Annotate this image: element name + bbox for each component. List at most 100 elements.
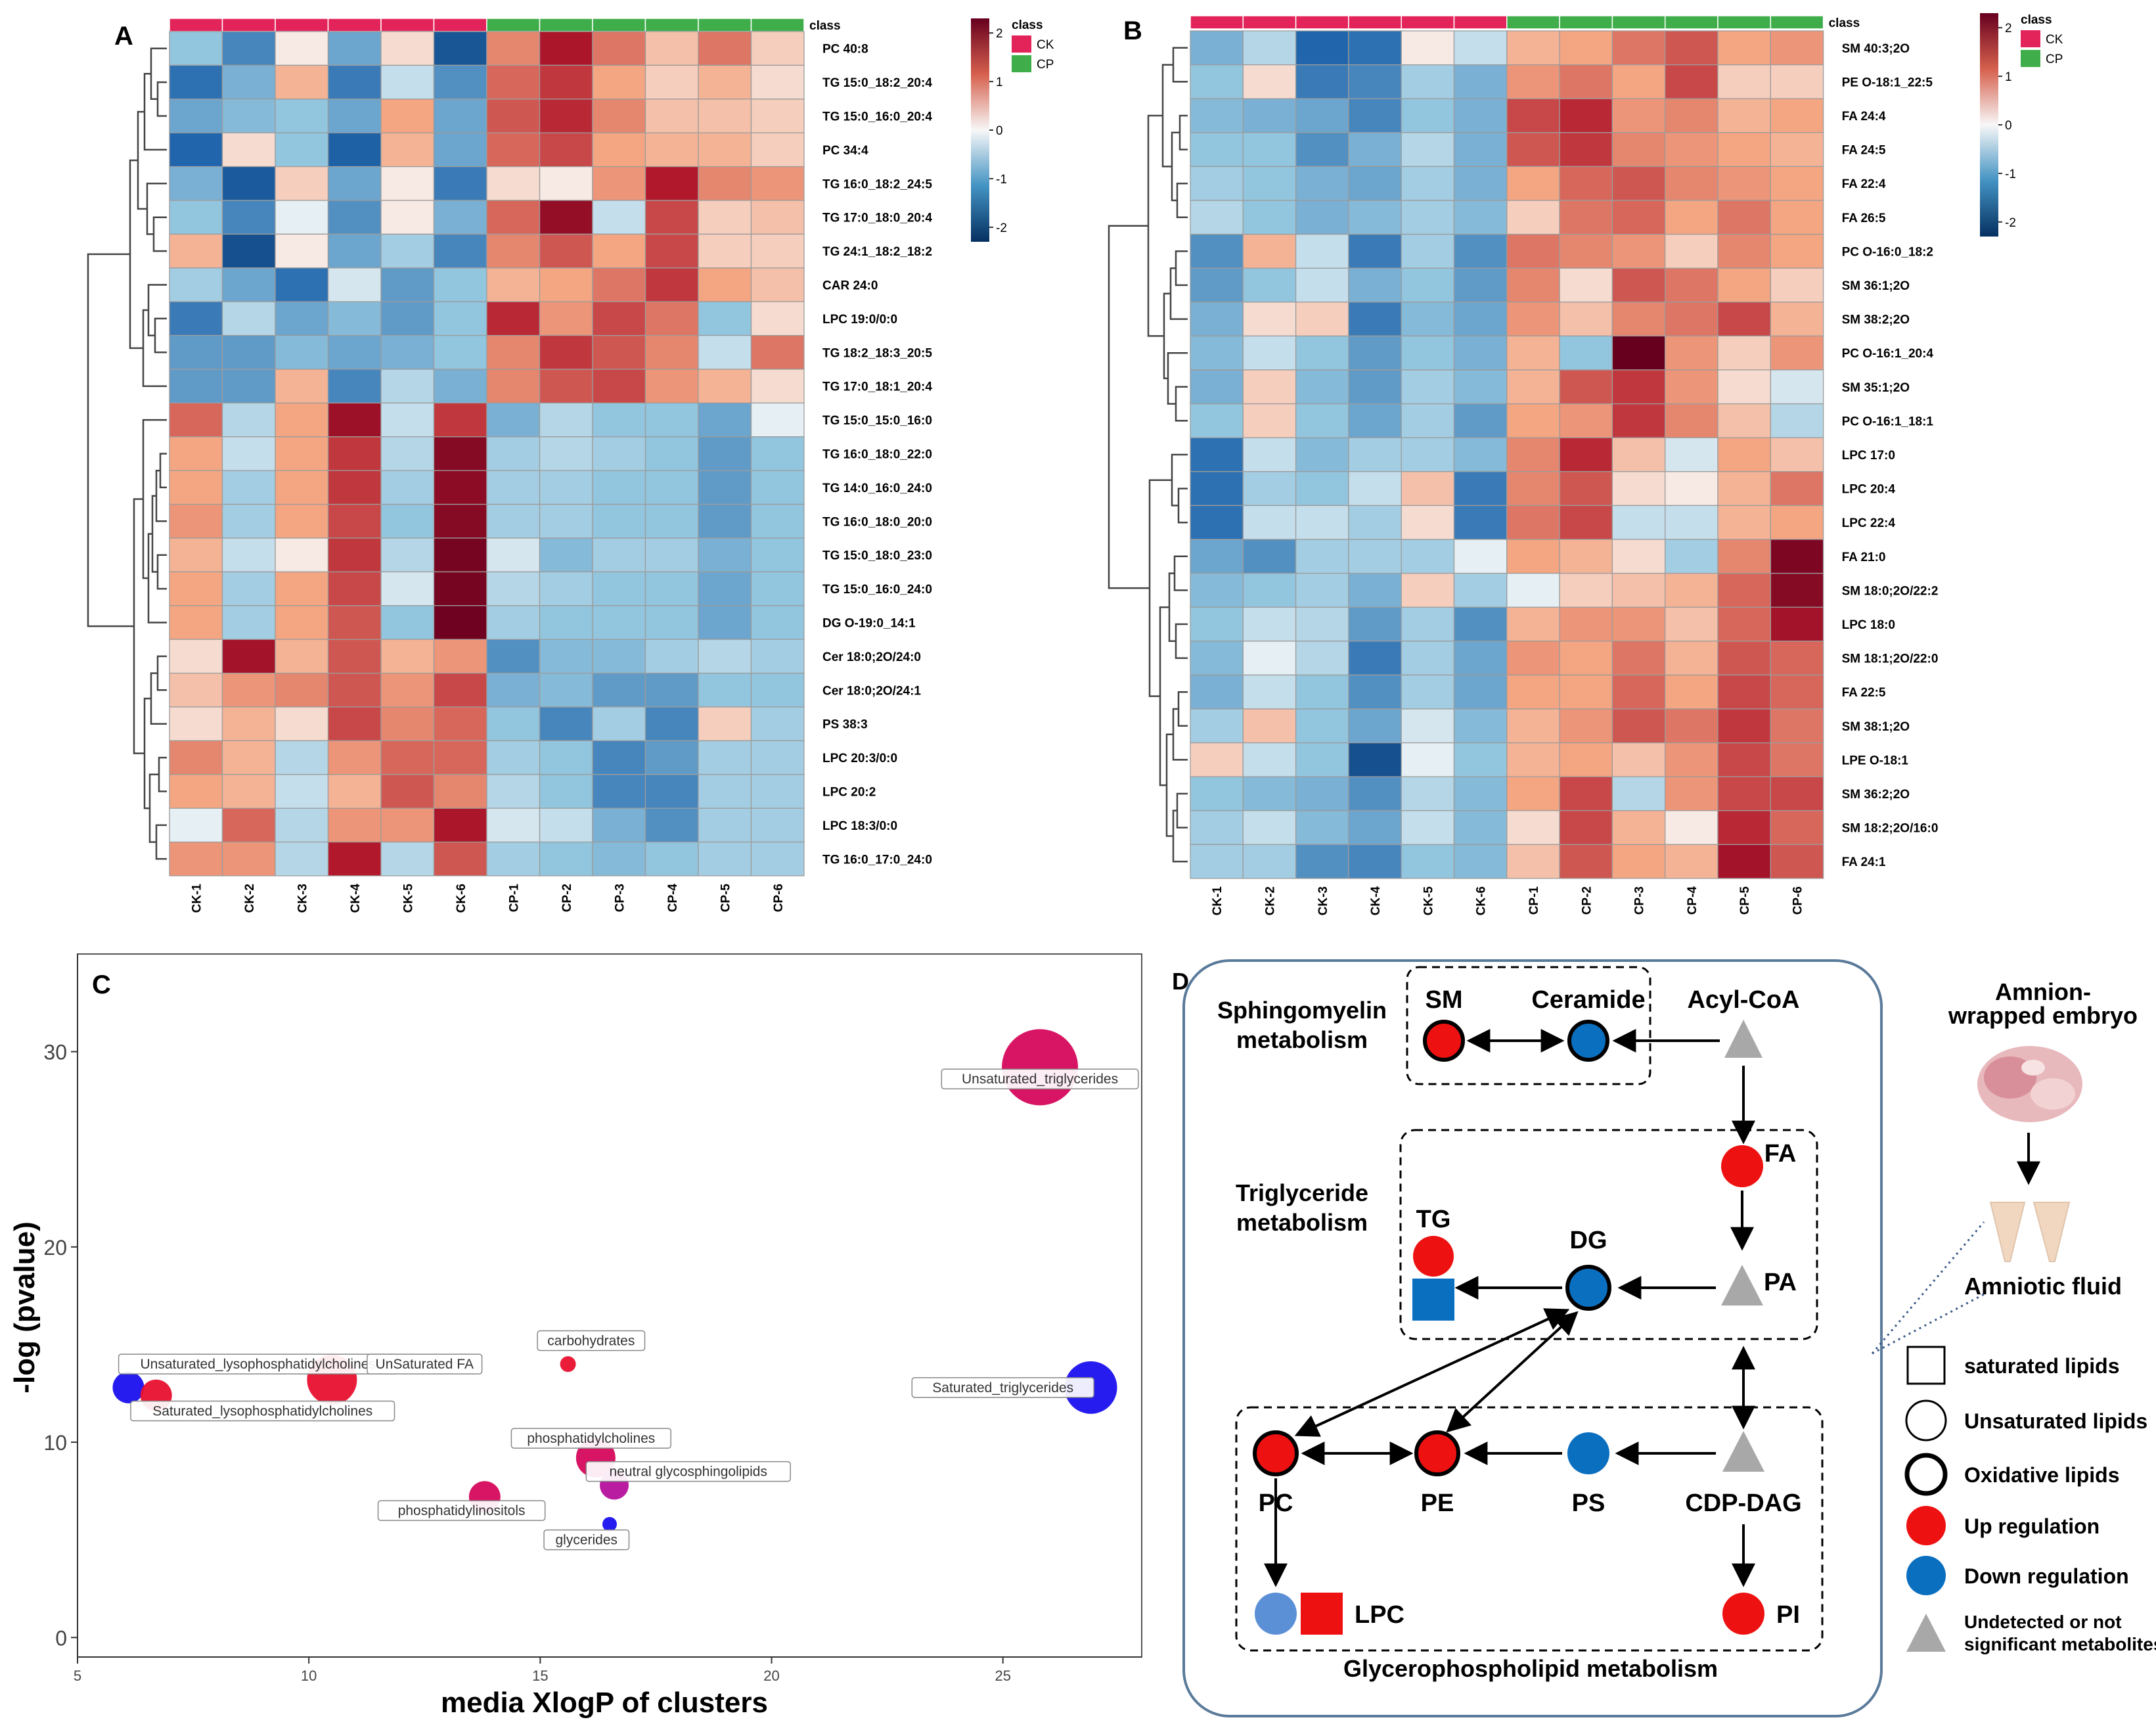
heatmap-cell (380, 740, 435, 775)
legend-swatch-ck (1012, 35, 1031, 53)
heatmap-cell (750, 166, 805, 201)
heatmap-cell (1717, 335, 1771, 371)
heatmap-cell (380, 503, 435, 539)
heatmap-cell (698, 233, 752, 269)
scale-tick-label: 0 (2005, 119, 2012, 133)
row-label: LPC 20:2 (822, 786, 876, 800)
heatmap-cell (644, 740, 699, 775)
heatmap-cell (1770, 776, 1824, 811)
heatmap-cell (1559, 30, 1613, 66)
class-cell (1611, 15, 1666, 30)
heatmap-cell (486, 132, 541, 168)
row-label: PS 38:3 (822, 718, 868, 732)
heatmap-cell (698, 31, 752, 66)
heatmap-cell (221, 537, 276, 573)
heatmap-cell (1453, 606, 1508, 642)
heatmap-cell (698, 672, 752, 708)
heatmap-cell (169, 571, 223, 606)
heatmap-cell (486, 436, 541, 471)
heatmap-cell (169, 503, 223, 539)
heatmap-cell (1453, 166, 1508, 201)
heatmap-cell (327, 470, 382, 505)
heatmap-cell (1242, 267, 1297, 303)
heatmap-cell (275, 571, 329, 606)
heatmap-cell (275, 774, 329, 809)
heatmap-cell (539, 605, 593, 640)
heatmap-cell (644, 200, 699, 235)
heatmap-cell (1717, 471, 1771, 507)
heatmap-cell (1401, 30, 1455, 66)
heatmap-cell (592, 99, 646, 133)
y-tick-label: 0 (55, 1626, 67, 1650)
dendrogram-branch (129, 159, 143, 350)
heatmap-cell (1559, 471, 1613, 507)
heatmap-cell (433, 672, 487, 708)
heatmap-cell (750, 774, 805, 809)
row-label: TG 16:0_18:0_20:0 (822, 515, 932, 529)
legend-label-undetected-1: Undetected or not (1964, 1612, 2122, 1632)
heatmap-cell (275, 706, 329, 742)
triglyceride-title-1: Triglyceride (1236, 1179, 1368, 1206)
heatmap-cell (1506, 708, 1560, 744)
heatmap-cell (275, 200, 329, 235)
row-label: SM 38:1;2O (1842, 720, 1910, 734)
node-pc (1253, 1430, 1299, 1476)
inset-connector-bottom (1872, 1293, 1985, 1355)
column-label: CK-5 (401, 884, 415, 913)
heatmap-cell (1770, 200, 1824, 235)
heatmap-cell (486, 369, 541, 404)
heatmap-cell (750, 334, 805, 370)
heatmap-cell (327, 301, 382, 336)
heatmap-cell (327, 402, 382, 438)
heatmap-cell (1665, 810, 1718, 846)
color-scale-ticks: 2 1 0 -1 -2 (1998, 22, 2016, 230)
heatmap-cell (275, 605, 329, 640)
heatmap-cell (433, 31, 487, 66)
heatmap-cell (1665, 471, 1718, 507)
heatmap-cell (644, 334, 699, 370)
column-label: CK-6 (1475, 886, 1489, 915)
heatmap-cell (1506, 302, 1560, 337)
row-label: PC O-16:1_18:1 (1842, 415, 1934, 428)
heatmap-cell (1506, 437, 1560, 472)
column-label: CK-5 (1422, 886, 1435, 916)
heatmap-cell (169, 132, 223, 168)
heatmap-cell (1242, 641, 1297, 676)
heatmap-cell (380, 301, 435, 336)
heatmap-cell (592, 740, 646, 775)
heatmap-cell (750, 706, 805, 742)
heatmap-cell (750, 31, 805, 66)
heatmap-cell (1665, 369, 1718, 405)
heatmap-cell (644, 402, 699, 438)
heatmap-cell (1348, 844, 1402, 879)
heatmap-cell (1242, 233, 1297, 269)
heatmap-cell (1190, 233, 1244, 269)
heatmap-cell (1348, 606, 1402, 642)
heatmap-cell (221, 841, 276, 876)
heatmap-cell (380, 200, 435, 235)
heatmap-cell (698, 99, 752, 133)
heatmap-cell (592, 571, 646, 606)
row-label: SM 36:2;2O (1842, 788, 1910, 802)
heatmap-cell (1665, 437, 1718, 472)
heatmap-cell (433, 369, 487, 404)
heatmap-cell (1295, 30, 1349, 66)
heatmap-cell (169, 301, 223, 336)
bubble-label-box (537, 1330, 646, 1351)
heatmap-cell (433, 233, 487, 269)
heatmap-cell (1665, 335, 1718, 371)
sphingomyelin-title-1: Sphingomyelin (1217, 997, 1387, 1024)
heatmap-a: class PC 40:8 TG 15:0_18:2_20:4 TG 15:0_16… (87, 18, 1054, 913)
heatmap-cell (1611, 674, 1666, 710)
dendrogram-branch (1176, 792, 1188, 829)
row-label: TG 17:0_18:0_20:4 (822, 212, 932, 225)
heatmap-cell (1770, 844, 1824, 879)
heatmap-cell (1453, 403, 1508, 438)
heatmap-cell (1506, 132, 1560, 168)
heatmap-cell (750, 402, 805, 438)
class-cell (221, 18, 276, 32)
heatmap-cell (1453, 369, 1508, 405)
heatmap-cell (592, 402, 646, 438)
glycerophospholipid-title: Glycerophospholipid metabolism (1343, 1655, 1718, 1682)
heatmap-cell (1401, 471, 1455, 507)
